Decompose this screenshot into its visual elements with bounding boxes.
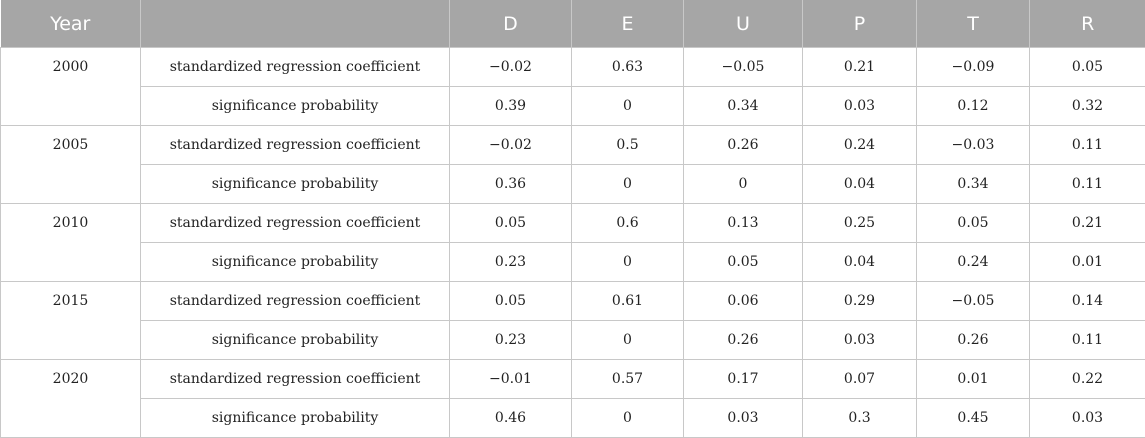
table-cell: 0.39 [450, 87, 572, 126]
table-cell: 0.17 [684, 360, 803, 399]
table-cell: 0.21 [803, 48, 917, 87]
row-label: standardized regression coefficient [141, 48, 450, 87]
table-row: significance probability 0.46 0 0.03 0.3… [1, 399, 1145, 438]
table-cell: 0.11 [1030, 126, 1145, 165]
table-cell: −0.02 [450, 48, 572, 87]
table-row: significance probability 0.23 0 0.05 0.0… [1, 243, 1145, 282]
table-row: 2020 standardized regression coefficient… [1, 360, 1145, 399]
header-col-r: R [1030, 0, 1145, 48]
table-row: significance probability 0.36 0 0 0.04 0… [1, 165, 1145, 204]
header-col-e: E [572, 0, 684, 48]
header-col-p: P [803, 0, 917, 48]
table-cell: 0.29 [803, 282, 917, 321]
row-label: standardized regression coefficient [141, 282, 450, 321]
table-row: 2005 standardized regression coefficient… [1, 126, 1145, 165]
table-cell: 0.24 [917, 243, 1030, 282]
table-row: 2015 standardized regression coefficient… [1, 282, 1145, 321]
table-cell: 0.46 [450, 399, 572, 438]
table-cell: 0.25 [803, 204, 917, 243]
table-row: significance probability 0.23 0 0.26 0.0… [1, 321, 1145, 360]
table-cell: 0.06 [684, 282, 803, 321]
table-cell: 0 [684, 165, 803, 204]
table-cell: 0.04 [803, 243, 917, 282]
table-cell: 0 [572, 321, 684, 360]
year-cell: 2010 [1, 204, 141, 282]
table-cell: 0.01 [917, 360, 1030, 399]
year-cell: 2020 [1, 360, 141, 438]
table-cell: 0.01 [1030, 243, 1145, 282]
table-cell: −0.05 [684, 48, 803, 87]
table-cell: 0.11 [1030, 165, 1145, 204]
row-label: significance probability [141, 243, 450, 282]
row-label: standardized regression coefficient [141, 204, 450, 243]
table-cell: 0.05 [684, 243, 803, 282]
table-cell: 0.13 [684, 204, 803, 243]
year-cell: 2015 [1, 282, 141, 360]
table-cell: −0.02 [450, 126, 572, 165]
table-cell: 0.21 [1030, 204, 1145, 243]
table-cell: 0.05 [917, 204, 1030, 243]
header-year: Year [1, 0, 141, 48]
table-cell: 0 [572, 87, 684, 126]
table-cell: 0.04 [803, 165, 917, 204]
table-cell: 0.22 [1030, 360, 1145, 399]
row-label: standardized regression coefficient [141, 126, 450, 165]
table-cell: 0.07 [803, 360, 917, 399]
table-cell: 0.32 [1030, 87, 1145, 126]
table-cell: 0 [572, 243, 684, 282]
table-cell: 0.14 [1030, 282, 1145, 321]
table-cell: 0.26 [684, 126, 803, 165]
table-cell: 0.57 [572, 360, 684, 399]
table-cell: −0.03 [917, 126, 1030, 165]
row-label: significance probability [141, 87, 450, 126]
table-cell: 0.05 [1030, 48, 1145, 87]
row-label: significance probability [141, 399, 450, 438]
table-cell: 0.23 [450, 243, 572, 282]
table-cell: 0.05 [450, 282, 572, 321]
table-cell: 0.63 [572, 48, 684, 87]
header-col-t: T [917, 0, 1030, 48]
table-row: 2000 standardized regression coefficient… [1, 48, 1145, 87]
table-cell: 0.11 [1030, 321, 1145, 360]
row-label: standardized regression coefficient [141, 360, 450, 399]
table-cell: 0.03 [803, 87, 917, 126]
table-cell: 0.45 [917, 399, 1030, 438]
table-cell: 0.03 [1030, 399, 1145, 438]
year-cell: 2000 [1, 48, 141, 126]
table-cell: 0.03 [684, 399, 803, 438]
table-cell: 0.5 [572, 126, 684, 165]
table-cell: 0.34 [684, 87, 803, 126]
row-label: significance probability [141, 165, 450, 204]
table-cell: 0.12 [917, 87, 1030, 126]
table-cell: 0.26 [917, 321, 1030, 360]
table-cell: −0.01 [450, 360, 572, 399]
table-cell: 0.24 [803, 126, 917, 165]
year-cell: 2005 [1, 126, 141, 204]
table-cell: 0 [572, 399, 684, 438]
table-cell: 0.26 [684, 321, 803, 360]
table-cell: −0.05 [917, 282, 1030, 321]
table-cell: 0.6 [572, 204, 684, 243]
table-cell: 0.61 [572, 282, 684, 321]
table-cell: 0.34 [917, 165, 1030, 204]
header-col-d: D [450, 0, 572, 48]
table-cell: 0.03 [803, 321, 917, 360]
table-cell: 0.36 [450, 165, 572, 204]
header-blank [141, 0, 450, 48]
table-cell: 0.23 [450, 321, 572, 360]
table-cell: −0.09 [917, 48, 1030, 87]
table-cell: 0 [572, 165, 684, 204]
table-cell: 0.3 [803, 399, 917, 438]
table-row: 2010 standardized regression coefficient… [1, 204, 1145, 243]
header-row: Year D E U P T R [1, 0, 1145, 48]
row-label: significance probability [141, 321, 450, 360]
table-cell: 0.05 [450, 204, 572, 243]
header-col-u: U [684, 0, 803, 48]
table-row: significance probability 0.39 0 0.34 0.0… [1, 87, 1145, 126]
